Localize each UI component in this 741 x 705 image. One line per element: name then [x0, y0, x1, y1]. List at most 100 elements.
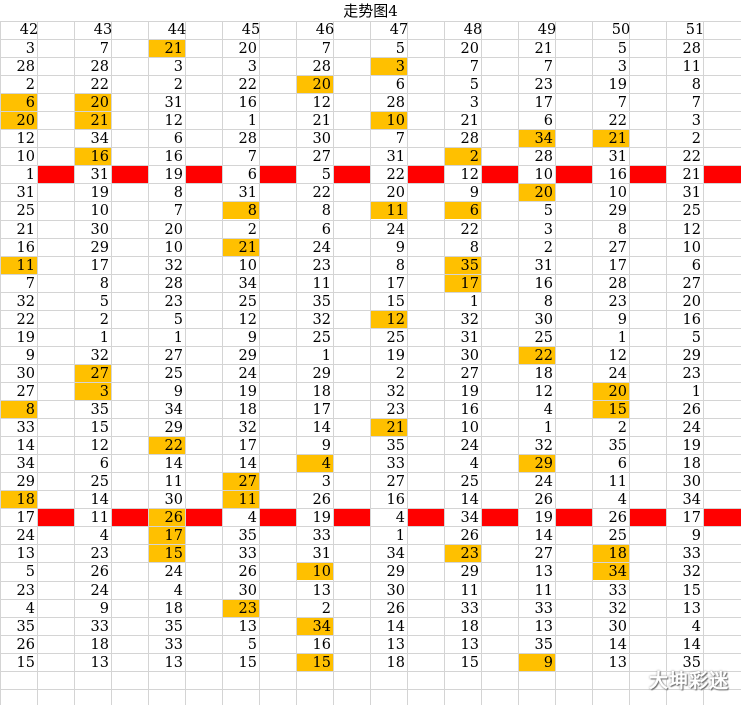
data-cell: 12	[608, 348, 627, 364]
data-cell: 11	[312, 276, 331, 292]
grid-hline	[0, 689, 741, 690]
data-cell: 7	[395, 131, 405, 147]
data-cell: 12	[682, 222, 701, 238]
data-cell: 2	[395, 366, 405, 382]
data-cell: 6	[543, 113, 553, 129]
data-cell: 3	[173, 59, 183, 75]
grid-hline	[0, 274, 741, 275]
data-cell: 35	[90, 402, 109, 418]
data-cell: 28	[608, 276, 627, 292]
data-cell: 18	[1, 491, 37, 508]
red-marker-cell	[260, 166, 296, 183]
grid-vline	[148, 21, 149, 705]
grid-vline	[592, 21, 593, 705]
data-cell: 15	[238, 655, 257, 671]
data-cell: 29	[90, 240, 109, 256]
data-cell: 32	[16, 294, 35, 310]
data-cell: 22	[238, 77, 257, 93]
grid-hline	[0, 21, 741, 22]
data-cell: 34	[238, 276, 257, 292]
grid-hline	[0, 346, 741, 347]
red-marker-cell	[260, 509, 296, 526]
data-cell: 5	[395, 41, 405, 57]
data-cell: 4	[617, 492, 627, 508]
data-cell: 9	[321, 438, 331, 454]
data-cell: 33	[90, 619, 109, 635]
data-cell: 14	[312, 420, 331, 436]
data-cell: 26	[608, 510, 627, 526]
data-cell: 12	[371, 311, 407, 328]
data-cell: 6	[99, 456, 109, 472]
data-cell: 8	[223, 202, 259, 219]
data-cell: 7	[25, 276, 35, 292]
data-cell: 14	[238, 456, 257, 472]
data-cell: 23	[386, 402, 405, 418]
red-marker-cell	[186, 509, 222, 526]
data-cell: 12	[460, 167, 479, 183]
data-cell: 33	[460, 601, 479, 617]
data-cell: 6	[1, 94, 37, 111]
data-cell: 10	[371, 112, 407, 129]
data-cell: 11	[682, 59, 701, 75]
data-cell: 22	[682, 149, 701, 165]
grid-hline	[0, 111, 741, 112]
data-cell: 27	[608, 240, 627, 256]
data-cell: 24	[238, 366, 257, 382]
data-cell: 31	[460, 330, 479, 346]
data-cell: 11	[608, 474, 627, 490]
data-cell: 10	[534, 167, 553, 183]
data-cell: 32	[608, 601, 627, 617]
grid-vline	[296, 21, 297, 705]
data-cell: 8	[173, 185, 183, 201]
red-marker-cell	[630, 166, 666, 183]
grid-hline	[0, 454, 741, 455]
data-cell: 8	[99, 276, 109, 292]
data-cell: 31	[16, 185, 35, 201]
data-cell: 2	[99, 312, 109, 328]
data-cell: 12	[90, 438, 109, 454]
chart-title: 走势图4	[343, 2, 398, 20]
red-marker-cell	[112, 166, 148, 183]
data-cell: 30	[608, 619, 627, 635]
data-cell: 23	[90, 546, 109, 562]
red-marker-cell	[334, 509, 370, 526]
data-cell: 29	[519, 455, 555, 472]
data-cell: 9	[25, 348, 35, 364]
data-cell: 35	[445, 257, 481, 274]
data-cell: 9	[691, 528, 701, 544]
red-marker-cell	[556, 509, 592, 526]
data-cell: 26	[386, 601, 405, 617]
data-cell: 14	[460, 492, 479, 508]
grid-hline	[0, 256, 741, 257]
data-cell: 10	[164, 240, 183, 256]
data-cell: 24	[608, 366, 627, 382]
data-cell: 9	[395, 240, 405, 256]
data-cell: 15	[386, 294, 405, 310]
data-cell: 34	[297, 618, 333, 635]
data-cell: 21	[223, 239, 259, 256]
data-cell: 26	[90, 564, 109, 580]
data-cell: 16	[682, 312, 701, 328]
red-marker-cell	[704, 509, 741, 526]
data-cell: 4	[543, 402, 553, 418]
data-cell: 13	[608, 655, 627, 671]
data-cell: 31	[238, 185, 257, 201]
data-cell: 23	[608, 294, 627, 310]
grid-hline	[0, 75, 741, 76]
data-cell: 16	[608, 167, 627, 183]
grid-vline	[185, 21, 186, 705]
data-cell: 25	[238, 294, 257, 310]
grid-hline	[0, 147, 741, 148]
data-cell: 4	[25, 601, 35, 617]
data-cell: 5	[321, 167, 331, 183]
data-cell: 12	[534, 384, 553, 400]
data-cell: 9	[173, 384, 183, 400]
data-cell: 34	[460, 510, 479, 526]
data-cell: 29	[238, 348, 257, 364]
data-cell: 15	[297, 654, 333, 671]
data-cell: 34	[16, 456, 35, 472]
data-cell: 5	[247, 637, 257, 653]
grid-hline	[0, 599, 741, 600]
data-cell: 28	[460, 131, 479, 147]
